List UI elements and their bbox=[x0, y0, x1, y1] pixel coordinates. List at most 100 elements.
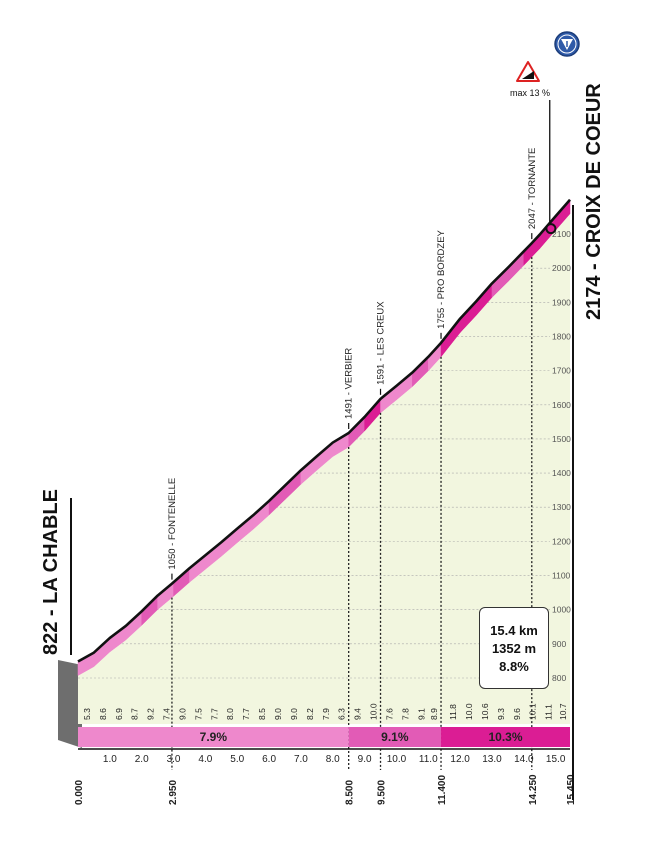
gradient-label: 7.8 bbox=[400, 708, 410, 720]
km-tick-label: 11.0 bbox=[419, 754, 438, 765]
elevation-tick-label: 1200 bbox=[552, 536, 571, 546]
km-tick-label: 1.0 bbox=[103, 754, 117, 765]
gradient-label: 9.2 bbox=[146, 708, 156, 720]
gradient-labels: 5.3 8.6 6.9 8.7 9.2 7.4 9.0 7.5 7.7 8.0 7.7 8.5 9.0 9… bbox=[82, 703, 568, 720]
gradient-label: 10.6 bbox=[480, 703, 490, 720]
segment-bar bbox=[78, 727, 349, 747]
km-tick-label: 7.0 bbox=[294, 754, 308, 765]
gradient-label: 8.6 bbox=[98, 708, 108, 720]
elevation-tick-label: 1600 bbox=[552, 400, 571, 410]
key-point-label: 15.450 bbox=[566, 774, 577, 805]
km-tick-label: 12.0 bbox=[450, 754, 470, 765]
elevation-tick-label: 1300 bbox=[552, 502, 571, 512]
key-point-labels: 0.000 2.950 8.500 9.500 11.400 14.250 15.450 bbox=[74, 774, 577, 805]
elevation-tick-label: 1900 bbox=[552, 297, 571, 307]
climb-summary-box: 15.4 km 1352 m 8.8% bbox=[479, 607, 549, 689]
summit-marker bbox=[545, 223, 557, 235]
finish-title: 2174 - CROIX DE COEUR bbox=[583, 83, 605, 320]
gradient-label: 10.1 bbox=[528, 703, 538, 720]
gradient-label: 10.0 bbox=[369, 703, 379, 720]
segment-bar bbox=[441, 727, 570, 747]
segment-label: 10.3% bbox=[488, 730, 522, 744]
elevation-tick-label: 2000 bbox=[552, 263, 571, 273]
gradient-label: 7.4 bbox=[162, 708, 172, 720]
finish-flag-icon bbox=[554, 31, 580, 57]
elevation-tick-label: 1700 bbox=[552, 366, 571, 376]
gradient-label: 5.3 bbox=[82, 708, 92, 720]
gradient-label: 8.0 bbox=[225, 708, 235, 720]
waypoint-labels: 1050 - FONTENELLE 1491 - VERBIER 1591 - LE… bbox=[167, 148, 538, 570]
km-tick-label: 13.0 bbox=[482, 754, 502, 765]
gradient-label: 9.3 bbox=[496, 708, 506, 720]
km-tick-label: 8.0 bbox=[326, 754, 340, 765]
summary-distance: 15.4 km bbox=[490, 622, 538, 638]
key-point-label: 11.400 bbox=[437, 775, 448, 805]
summary-gain: 1352 m bbox=[491, 640, 537, 656]
gradient-label: 8.7 bbox=[130, 708, 140, 720]
gradient-label: 10.7 bbox=[558, 703, 568, 720]
summary-gradient: 8.8% bbox=[499, 658, 529, 674]
gradient-label: 9.0 bbox=[177, 708, 187, 720]
km-axis-labels: 1.0 2.0 3.0 4.0 5.0 6.0 7.0 8.0 9.0 10.0 11.0 12.0 1… bbox=[103, 754, 566, 765]
waypoint-label: 1755 - PRO BORDZEY bbox=[436, 229, 447, 328]
gradient-label: 8.9 bbox=[429, 708, 439, 720]
gradient-label: 7.7 bbox=[209, 708, 219, 720]
waypoint-label: 2047 - TORNANTE bbox=[527, 148, 538, 229]
gradient-label: 7.7 bbox=[241, 708, 251, 720]
elevation-tick-label: 900 bbox=[552, 639, 566, 649]
key-point-label: 2.950 bbox=[168, 780, 179, 805]
elevation-gridlines bbox=[78, 233, 550, 679]
key-point-dashes bbox=[171, 257, 533, 770]
profile-line bbox=[77, 198, 571, 663]
segment-label: 9.1% bbox=[381, 730, 409, 744]
gradient-label: 8.5 bbox=[257, 708, 267, 720]
gradient-label: 6.3 bbox=[337, 708, 347, 720]
waypoint-label: 1491 - VERBIER bbox=[344, 348, 355, 419]
segment-bars: 7.9% 9.1% 10.3% bbox=[78, 727, 570, 747]
elevation-labels: 800 900 1000 1100 1200 1300 1400 1500 1600 1700 18… bbox=[552, 229, 571, 683]
km-tick-label: 6.0 bbox=[262, 754, 276, 765]
gradient-label: 9.0 bbox=[273, 708, 283, 720]
start-title: 822 - LA CHABLE bbox=[40, 489, 62, 655]
key-point-label: 8.500 bbox=[345, 780, 356, 805]
gradient-band bbox=[77, 199, 571, 676]
gradient-label: 6.9 bbox=[114, 708, 124, 720]
segment-bar bbox=[348, 727, 442, 747]
km-tick-label: 9.0 bbox=[358, 754, 372, 765]
gradient-label: 9.6 bbox=[512, 708, 522, 720]
max-gradient-warning-icon bbox=[516, 61, 540, 82]
profile-area-fill bbox=[78, 208, 570, 725]
gradient-label: 7.5 bbox=[193, 708, 203, 720]
km-tick-label: 2.0 bbox=[135, 754, 149, 765]
key-point-label: 14.250 bbox=[528, 774, 539, 805]
gradient-label: 7.6 bbox=[384, 708, 394, 720]
gradient-label: 9.0 bbox=[289, 708, 299, 720]
key-point-label: 9.500 bbox=[377, 780, 388, 805]
km-tick-label: 5.0 bbox=[230, 754, 244, 765]
gradient-label: 8.2 bbox=[305, 708, 315, 720]
gradient-label: 10.0 bbox=[464, 703, 474, 720]
max-gradient-label: max 13 % bbox=[510, 88, 550, 98]
elevation-tick-label: 1400 bbox=[552, 468, 571, 478]
elevation-tick-label: 1100 bbox=[552, 571, 571, 581]
gradient-label: 9.4 bbox=[353, 708, 363, 720]
km-tick-label: 4.0 bbox=[198, 754, 212, 765]
gradient-label: 7.9 bbox=[321, 708, 331, 720]
km-tick-label: 15.0 bbox=[546, 754, 566, 765]
key-point-label: 0.000 bbox=[74, 780, 85, 805]
elevation-tick-label: 2100 bbox=[552, 229, 571, 239]
km-tick-label: 10.0 bbox=[387, 754, 407, 765]
waypoint-label: 1591 - LES CREUX bbox=[376, 301, 387, 385]
elevation-tick-label: 1500 bbox=[552, 434, 571, 444]
gradient-label: 11.8 bbox=[448, 704, 458, 720]
waypoint-label: 1050 - FONTENELLE bbox=[167, 478, 178, 570]
km-tick-label: 14.0 bbox=[514, 754, 534, 765]
elevation-tick-label: 800 bbox=[552, 673, 566, 683]
start-block bbox=[58, 660, 82, 748]
gradient-label: 9.1 bbox=[416, 708, 426, 720]
waypoint-leaders bbox=[171, 233, 533, 580]
gradient-label: 11.1 bbox=[544, 704, 554, 720]
elevation-tick-label: 1000 bbox=[552, 605, 571, 615]
segment-label: 7.9% bbox=[200, 730, 228, 744]
